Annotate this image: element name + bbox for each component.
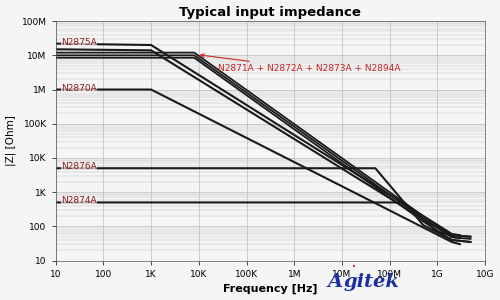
Text: N2874A: N2874A <box>61 196 96 205</box>
Y-axis label: |Z| [Ohm]: |Z| [Ohm] <box>6 116 16 166</box>
Text: N2870A: N2870A <box>61 84 97 93</box>
Text: A: A <box>328 273 342 291</box>
Title: Typical input impedance: Typical input impedance <box>180 6 362 19</box>
Text: N2871A + N2872A + N2873A + N2894A: N2871A + N2872A + N2873A + N2894A <box>200 54 400 74</box>
Text: gitek: gitek <box>344 273 400 291</box>
Text: N2875A: N2875A <box>61 38 97 47</box>
Text: N2876A: N2876A <box>61 162 97 171</box>
X-axis label: Frequency [Hz]: Frequency [Hz] <box>223 284 318 294</box>
Text: •: • <box>352 264 356 270</box>
